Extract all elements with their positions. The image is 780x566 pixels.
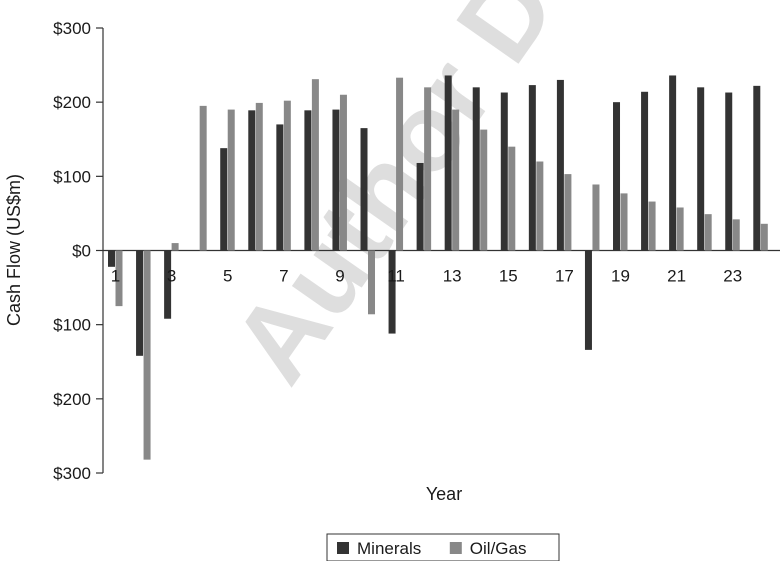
- bar-oil-gas-11: [396, 77, 404, 251]
- x-tick-label: 9: [335, 267, 344, 286]
- bar-minerals-1: [108, 250, 115, 267]
- bar-oil-gas-14: [480, 129, 488, 251]
- bar-oil-gas-17: [564, 174, 572, 251]
- x-tick-label: 11: [387, 267, 405, 286]
- x-tick-label: 15: [499, 267, 518, 286]
- bar-oil-gas-19: [620, 193, 628, 251]
- bar-oil-gas-21: [676, 207, 684, 251]
- bar-oil-gas-12: [424, 87, 432, 251]
- bar-minerals-15: [500, 92, 508, 251]
- bar-oil-gas-1: [115, 250, 123, 307]
- x-tick-label: 23: [723, 267, 742, 286]
- x-tick-label: 7: [279, 267, 288, 286]
- bar-oil-gas-23: [732, 219, 740, 251]
- x-tick-label: 17: [555, 267, 574, 286]
- bar-oil-gas-22: [704, 214, 712, 251]
- axes: [96, 27, 780, 474]
- legend-box: [326, 533, 560, 562]
- bar-oil-gas-3: [171, 243, 179, 251]
- y-tick-label: $100: [53, 167, 91, 186]
- x-tick-label: 3: [167, 267, 176, 286]
- bar-minerals-10: [360, 128, 368, 251]
- x-tick-label: 19: [611, 267, 630, 286]
- bar-minerals-24: [753, 85, 761, 251]
- bar-oil-gas-7: [283, 100, 291, 251]
- bar-oil-gas-24: [760, 223, 768, 251]
- x-tick-label: 13: [443, 267, 462, 286]
- legend-swatch-oil-gas: [449, 542, 462, 554]
- legend-label-minerals: Minerals: [357, 539, 421, 558]
- bar-minerals-9: [332, 109, 340, 251]
- legend: Minerals Oil/Gas: [326, 533, 560, 562]
- bar-minerals-5: [220, 148, 228, 251]
- bar-minerals-2: [136, 250, 144, 356]
- bar-minerals-17: [556, 79, 564, 251]
- bar-oil-gas-15: [508, 146, 516, 251]
- legend-label-oil-gas: Oil/Gas: [470, 539, 527, 558]
- y-tick-label: $300: [53, 464, 91, 483]
- bar-minerals-16: [528, 85, 536, 251]
- bar-minerals-23: [725, 92, 733, 251]
- bar-minerals-3: [164, 250, 172, 319]
- bar-oil-gas-9: [339, 94, 347, 251]
- y-axis-title: Cash Flow (US$m): [4, 174, 24, 326]
- bars: [108, 75, 768, 460]
- y-tick-label: $200: [53, 390, 91, 409]
- bar-minerals-6: [248, 110, 256, 251]
- bar-oil-gas-18: [592, 184, 600, 251]
- y-tick-label: $300: [53, 19, 91, 38]
- bar-minerals-11: [388, 250, 396, 334]
- x-tick-label: 1: [111, 267, 120, 286]
- bar-minerals-18: [584, 250, 592, 350]
- bar-oil-gas-6: [255, 102, 263, 251]
- x-tick-label: 5: [223, 267, 232, 286]
- bar-oil-gas-20: [648, 201, 656, 251]
- bar-minerals-12: [416, 162, 424, 251]
- bar-oil-gas-5: [227, 109, 235, 251]
- bar-minerals-14: [472, 87, 480, 251]
- bar-oil-gas-16: [536, 161, 544, 251]
- bar-minerals-19: [613, 102, 621, 251]
- bar-minerals-21: [669, 75, 677, 251]
- y-tick-label: $100: [53, 316, 91, 335]
- bar-oil-gas-2: [143, 250, 151, 460]
- y-tick-label: $200: [53, 93, 91, 112]
- bar-minerals-13: [444, 75, 452, 251]
- bar-oil-gas-10: [368, 250, 376, 315]
- bar-oil-gas-8: [311, 79, 319, 251]
- bar-minerals-7: [276, 124, 284, 251]
- bar-minerals-22: [697, 87, 705, 251]
- bar-oil-gas-13: [452, 109, 460, 251]
- y-tick-label: $0: [72, 242, 91, 261]
- legend-swatch-minerals: [337, 542, 349, 554]
- bar-minerals-20: [641, 91, 649, 251]
- bar-oil-gas-4: [199, 105, 207, 251]
- x-tick-label: 21: [667, 267, 686, 286]
- bar-minerals-8: [304, 110, 312, 251]
- x-axis-title: Year: [426, 484, 462, 504]
